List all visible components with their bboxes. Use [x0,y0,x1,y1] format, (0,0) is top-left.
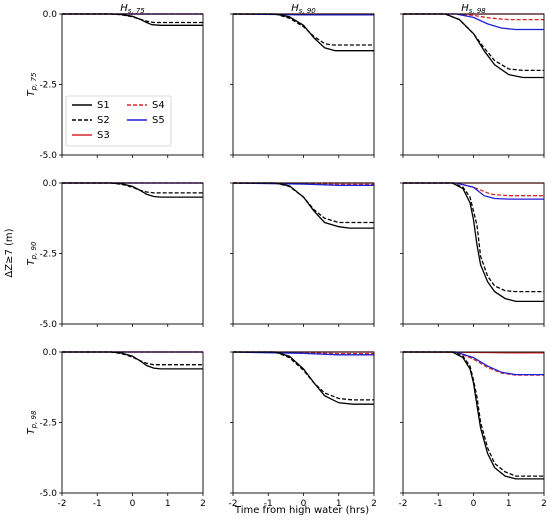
plot-frame [232,13,375,156]
row-title: Tp, 90 [26,241,38,265]
legend: S1 S2 S3 S4 S5 [65,95,172,147]
y-tick-label: -5.0 [39,489,57,499]
y-tick-label: 0.0 [43,10,58,20]
panel-lines [62,351,203,370]
legend-item-s5: S5 [127,115,165,126]
y-tick-label: 0.0 [43,348,58,358]
series-line-s2 [403,182,544,293]
series-line-s4 [233,182,374,186]
column-title: Hs, 75 [120,3,145,15]
x-tick-label: 1 [506,499,512,509]
series-line-s1 [62,182,203,198]
series-line-s2 [233,182,374,224]
y-tick-label: -2.5 [39,81,57,91]
plot-frame [402,182,545,325]
series-line-s2 [62,182,203,194]
legend-label: S3 [97,130,110,141]
plot-frame [402,13,545,156]
plot-frame [232,351,375,494]
series-line-s1 [403,351,544,480]
series-line-s1 [233,13,374,52]
series-line-s1 [403,182,544,303]
series-line-s2 [403,13,544,72]
y-tick-label: -2.5 [39,250,57,260]
series-line-s4 [403,182,544,197]
y-tick-label: -2.5 [39,419,57,429]
panel-lines [233,351,374,405]
y-tick-label: -5.0 [39,151,57,161]
x-tick-label: 1 [165,499,171,509]
panel-r2-c1: -2 -1 0 1 2 [229,351,377,509]
panel-lines [233,13,374,52]
panel-lines [233,182,374,229]
legend-label: S5 [152,115,165,126]
legend-item-s1: S1 [72,100,110,111]
panel-lines [403,13,544,79]
column-title: Hs, 90 [291,3,316,15]
legend-label: S2 [97,115,110,126]
legend-item-s2: S2 [72,115,110,126]
x-tick-label: 1 [336,499,342,509]
panel-r1-c0: 0.0 -2.5 -5.0 Tp, 90 [26,179,204,330]
legend-item-s4: S4 [127,100,165,111]
y-tick-label: 0.0 [43,179,58,189]
plot-frame [232,182,375,325]
panel-r1-c1 [230,182,375,327]
x-tick-label: -2 [58,499,67,509]
x-tick-label: 2 [541,499,547,509]
x-tick-label: -1 [264,499,273,509]
x-tick-label: 0 [471,499,477,509]
y-axis-label: ΔZ≥7 (m) [4,228,15,277]
series-line-s4 [403,351,544,376]
panel-r2-c2: -2 -1 0 1 2 [399,351,547,509]
x-tick-label: 0 [130,499,136,509]
x-tick-label: 2 [200,499,206,509]
panel-r2-c0: 0.0 -2.5 -5.0-2 -1 0 1 2 Tp, 98 [26,348,206,509]
legend-item-s3: S3 [72,130,110,141]
legend-box [65,95,172,147]
series-line-s2 [233,13,374,46]
x-axis-label: Time from high water (hrs) [234,505,369,516]
panel-r1-c2 [400,182,545,327]
series-line-s1 [62,13,203,26]
panel-lines [62,182,203,198]
plot-frame [61,351,204,494]
series-line-s1 [403,13,544,79]
series-line-s2 [62,351,203,366]
y-tick-label: -5.0 [39,320,57,330]
legend-label: S4 [152,100,165,111]
row-title: Tp, 75 [26,72,38,96]
series-line-s4 [233,351,374,355]
column-title: Hs, 98 [461,3,486,15]
x-tick-label: -1 [434,499,443,509]
series-line-s1 [62,351,203,370]
series-line-s5 [403,13,544,31]
x-tick-label: -2 [399,499,408,509]
x-tick-label: -2 [229,499,238,509]
row-title: Tp, 98 [26,410,38,434]
series-line-s5 [233,351,374,356]
x-tick-label: -1 [93,499,102,509]
series-line-s1 [233,182,374,229]
plot-frame [402,351,545,494]
panel-r0-c2: Hs, 98 [400,3,545,158]
series-line-s2 [62,13,203,24]
series-line-s5 [403,351,544,376]
panel-r0-c1: Hs, 90 [230,3,375,158]
x-tick-label: 2 [371,499,377,509]
legend-label: S1 [97,100,110,111]
series-line-s1 [233,351,374,405]
panel-lines [62,13,203,26]
plot-frame [61,182,204,325]
series-line-s2 [403,351,544,477]
panel-lines [403,351,544,480]
x-tick-label: 0 [301,499,307,509]
series-line-s2 [233,351,374,401]
panel-lines [403,182,544,303]
panel-r0-c0: 0.0 -2.5 -5.0 Hs, 75 Tp, 75 [26,3,204,161]
series-line-s5 [403,182,544,200]
